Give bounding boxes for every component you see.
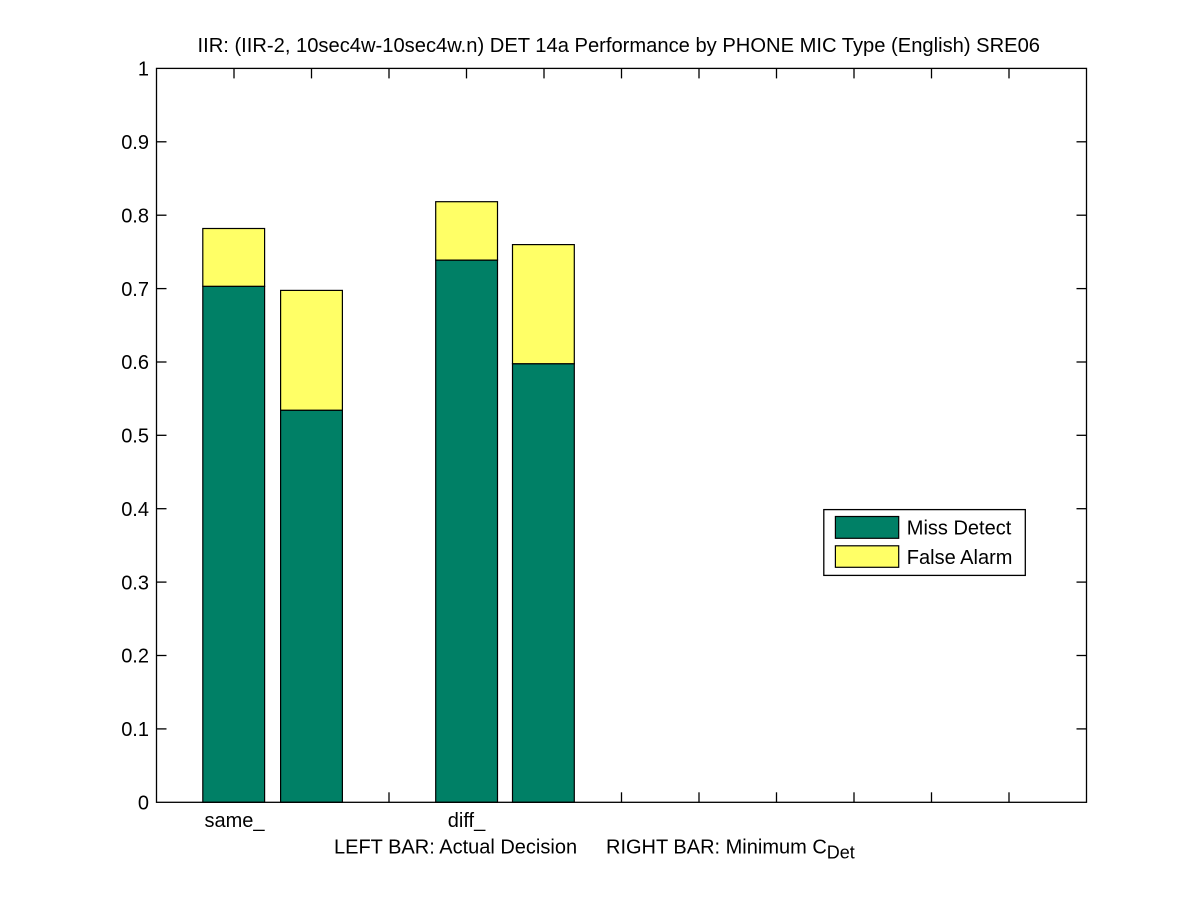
svg-text:same_: same_ xyxy=(204,810,265,832)
svg-text:0.9: 0.9 xyxy=(121,132,149,154)
svg-text:0.5: 0.5 xyxy=(121,426,149,448)
svg-text:Miss Detect: Miss Detect xyxy=(907,517,1012,539)
svg-text:0.7: 0.7 xyxy=(121,279,149,301)
svg-text:IIR: (IIR-2, 10sec4w-10sec4w.n: IIR: (IIR-2, 10sec4w-10sec4w.n) DET 14a … xyxy=(198,35,1041,57)
svg-text:1: 1 xyxy=(138,59,149,81)
svg-text:0.4: 0.4 xyxy=(121,499,149,521)
svg-text:0.3: 0.3 xyxy=(121,572,149,594)
svg-text:0: 0 xyxy=(138,793,149,815)
svg-text:0.8: 0.8 xyxy=(121,205,149,227)
svg-text:0.1: 0.1 xyxy=(121,719,149,741)
svg-text:diff_: diff_ xyxy=(448,810,486,832)
svg-text:0.6: 0.6 xyxy=(121,352,149,374)
svg-text:0.2: 0.2 xyxy=(121,646,149,668)
svg-text:False Alarm: False Alarm xyxy=(907,547,1013,569)
